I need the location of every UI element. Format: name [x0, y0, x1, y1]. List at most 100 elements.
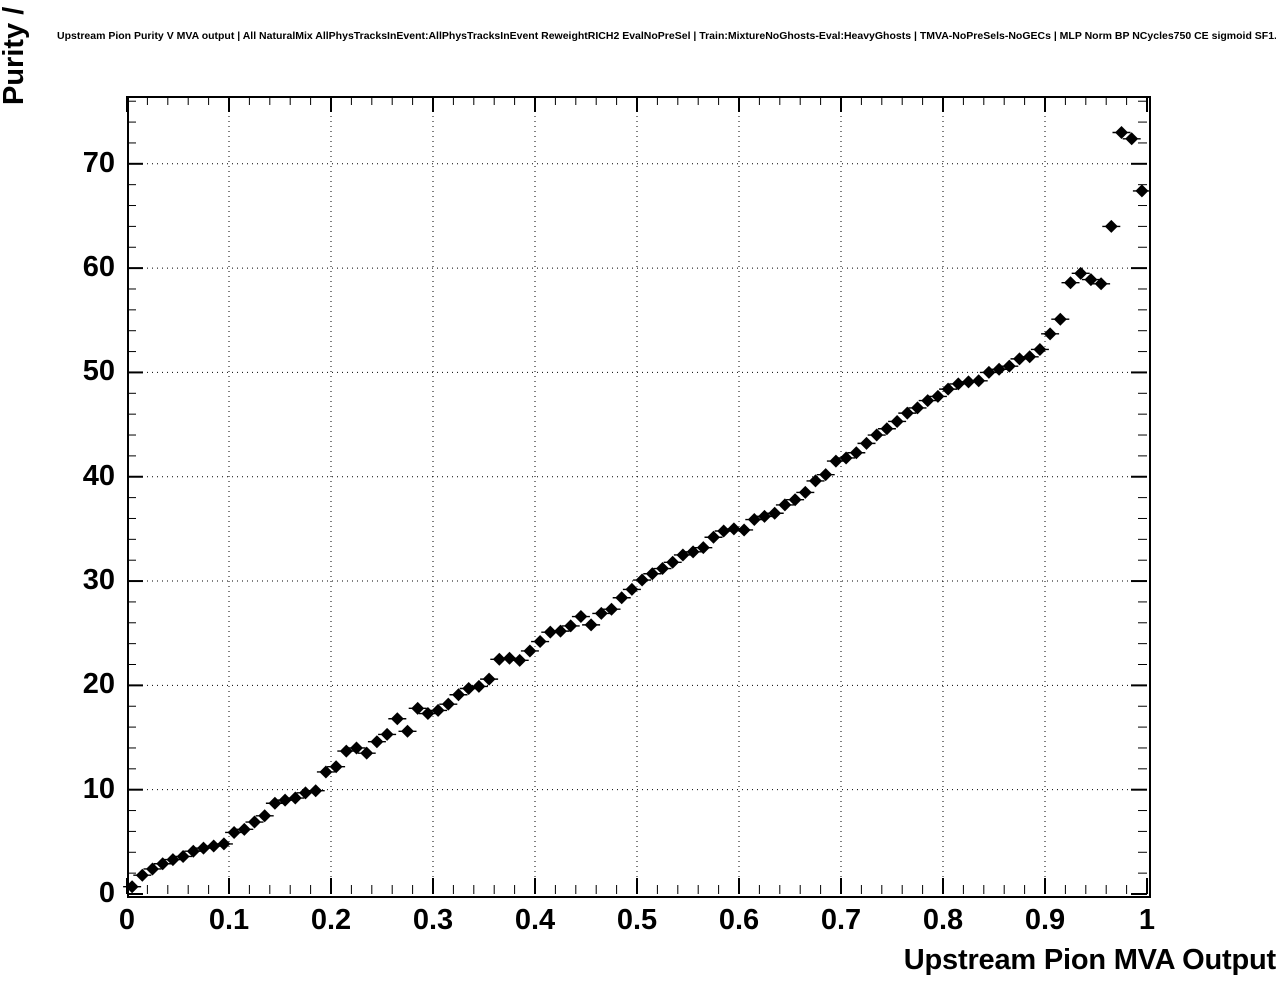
data-point	[645, 567, 659, 581]
data-point	[768, 506, 782, 520]
data-point	[370, 735, 384, 749]
data-point	[288, 791, 302, 805]
data-point	[197, 841, 210, 855]
data-point	[1002, 359, 1016, 373]
data-point	[431, 703, 445, 717]
data-point	[635, 573, 649, 587]
x-tick-label: 0.5	[616, 904, 658, 936]
plot-area	[123, 96, 1151, 898]
data-point	[156, 857, 170, 871]
data-point	[217, 837, 231, 851]
data-point	[911, 401, 924, 415]
canvas-border	[4, 4, 1272, 992]
y-tick-label: 0	[98, 877, 115, 909]
data-point	[146, 862, 159, 876]
data-point	[615, 591, 629, 605]
x-tick-label: 0.6	[718, 904, 760, 936]
data-point	[1084, 273, 1098, 287]
data-point	[237, 822, 251, 836]
x-tick-label: 0	[118, 904, 136, 936]
data-point	[809, 474, 822, 488]
data-series-purity	[123, 126, 1151, 894]
data-point	[737, 523, 751, 537]
data-point	[1053, 312, 1067, 326]
y-tick-label: 70	[82, 146, 115, 179]
data-point	[503, 651, 516, 665]
y-tick-label: 50	[82, 355, 115, 388]
data-point	[278, 793, 292, 807]
data-point	[360, 746, 374, 760]
data-point	[523, 644, 537, 658]
data-point	[329, 760, 343, 774]
data-point	[921, 394, 935, 408]
data-point	[1104, 219, 1118, 233]
data-point	[319, 765, 333, 779]
data-point	[513, 653, 527, 667]
data-point	[176, 849, 190, 863]
data-point	[992, 362, 1006, 376]
data-point	[870, 428, 884, 442]
data-point	[900, 406, 914, 420]
data-point	[227, 825, 241, 839]
y-axis-title: Purity / %	[0, 0, 30, 105]
data-point	[890, 414, 904, 428]
y-tick-label: 60	[82, 251, 115, 284]
data-point	[411, 701, 425, 715]
data-point	[605, 602, 618, 616]
data-point	[880, 422, 894, 436]
data-point	[1125, 132, 1139, 146]
data-point	[441, 697, 455, 711]
x-tick-label: 0.2	[310, 904, 352, 936]
data-point	[574, 610, 588, 624]
chart-title: Upstream Pion Purity V MVA output | All …	[57, 30, 1276, 42]
x-tick-label: 0.3	[412, 904, 454, 936]
data-point	[788, 493, 802, 507]
data-point	[309, 784, 323, 798]
data-point	[564, 619, 578, 633]
data-point	[849, 446, 863, 460]
data-point	[727, 522, 741, 536]
data-point	[819, 468, 833, 482]
x-tick-label: 0.7	[820, 904, 862, 936]
y-tick-label: 30	[82, 564, 115, 597]
data-point	[1023, 350, 1037, 364]
data-point	[951, 377, 965, 391]
data-point	[380, 727, 394, 741]
data-point	[472, 679, 486, 693]
data-point	[860, 436, 873, 450]
data-point	[401, 724, 414, 738]
data-point	[1033, 342, 1047, 356]
data-point	[492, 652, 506, 666]
data-point	[1074, 266, 1088, 280]
data-point	[982, 365, 996, 379]
data-point	[839, 451, 853, 465]
data-point	[1043, 327, 1057, 341]
x-tick-label: 0.9	[1024, 904, 1066, 936]
data-point	[452, 688, 465, 702]
x-tick-label: 0.1	[208, 904, 250, 936]
data-point	[686, 545, 700, 559]
data-point	[1094, 277, 1108, 291]
data-point	[543, 625, 557, 639]
data-point	[482, 672, 496, 686]
data-point	[1115, 126, 1128, 140]
data-point	[931, 389, 945, 403]
data-point	[962, 375, 975, 389]
x-axis-title: Upstream Pion MVA Output	[903, 944, 1276, 976]
data-point	[798, 485, 812, 499]
y-tick-label: 40	[82, 459, 115, 492]
data-point	[707, 530, 720, 544]
y-tick-label: 10	[82, 772, 115, 805]
data-point	[717, 524, 731, 538]
data-point	[135, 868, 149, 882]
data-point	[747, 513, 761, 527]
data-point	[258, 809, 272, 823]
data-point	[696, 541, 710, 555]
data-point	[584, 618, 598, 632]
data-point	[829, 454, 843, 468]
data-point	[462, 682, 476, 696]
data-point	[1135, 184, 1149, 198]
data-point	[339, 744, 353, 758]
data-point	[778, 498, 792, 512]
